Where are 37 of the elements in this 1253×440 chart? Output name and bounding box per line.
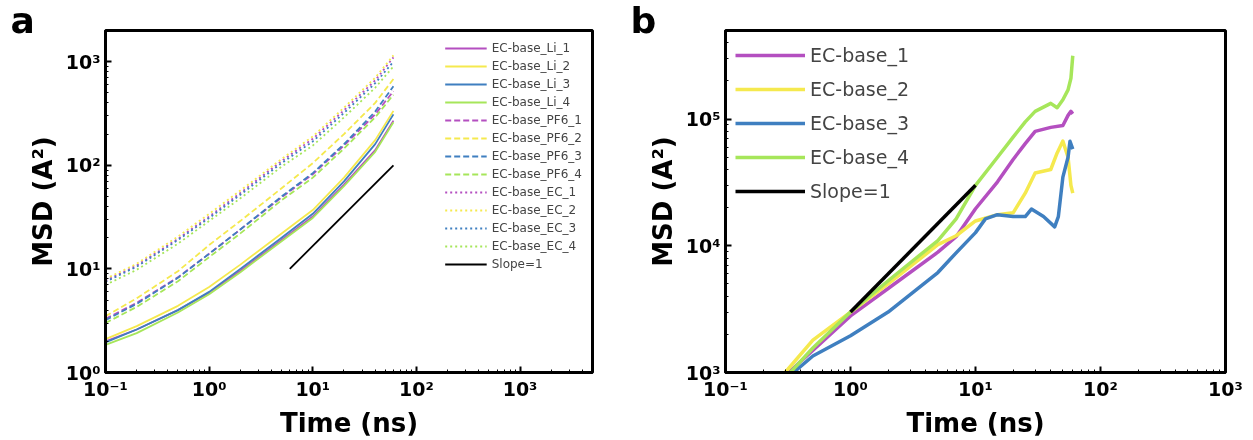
y-axis-title: MSD (A²) <box>27 136 58 267</box>
x-tick-label: 10³ <box>1208 377 1243 400</box>
x-tick-label: 10² <box>399 377 434 400</box>
legend-label: EC-base_4 <box>810 145 910 171</box>
legend-label: EC-base_EC_3 <box>491 220 577 236</box>
legend-label: EC-base_EC_1 <box>491 184 577 200</box>
legend-label: EC-base_Li_4 <box>491 94 571 110</box>
legend-label: Slope=1 <box>810 179 891 204</box>
legend-label: EC-base_PF6_4 <box>491 166 582 182</box>
x-tick-label: 10⁰ <box>191 377 227 400</box>
x-axis-title: Time (ns) <box>906 407 1045 438</box>
legend-label: EC-base_EC_2 <box>491 202 577 218</box>
legend-label: EC-base_1 <box>810 43 910 69</box>
x-tick-label: 10¹ <box>295 377 331 400</box>
y-tick-label: 10³ <box>65 50 101 73</box>
legend-label: EC-base_2 <box>810 77 910 103</box>
chart-title: a <box>10 0 35 41</box>
legend-label: EC-base_PF6_1 <box>491 112 582 128</box>
legend-label: EC-base_PF6_3 <box>491 148 582 164</box>
legend-label: EC-base_3 <box>810 111 910 137</box>
legend-label: EC-base_EC_4 <box>491 238 577 254</box>
legend-label: Slope=1 <box>491 256 543 272</box>
legend-label: EC-base_Li_3 <box>491 76 571 92</box>
y-tick-label: 10² <box>65 154 101 177</box>
y-axis-title: MSD (A²) <box>647 136 678 267</box>
chart-title: b <box>630 0 657 41</box>
x-tick-label: 10³ <box>502 377 538 400</box>
y-tick-label: 10⁵ <box>685 108 721 131</box>
x-tick-label: 10⁰ <box>833 377 868 400</box>
legend-label: EC-base_Li_2 <box>491 58 571 74</box>
x-axis-title: Time (ns) <box>279 407 419 438</box>
y-tick-label: 10¹ <box>65 257 101 280</box>
legend-label: EC-base_Li_1 <box>491 40 571 56</box>
x-tick-label: 10² <box>1083 377 1118 400</box>
legend-label: EC-base_PF6_2 <box>491 130 582 146</box>
y-tick-label: 10⁴ <box>685 234 721 257</box>
x-tick-label: 10¹ <box>958 377 993 400</box>
